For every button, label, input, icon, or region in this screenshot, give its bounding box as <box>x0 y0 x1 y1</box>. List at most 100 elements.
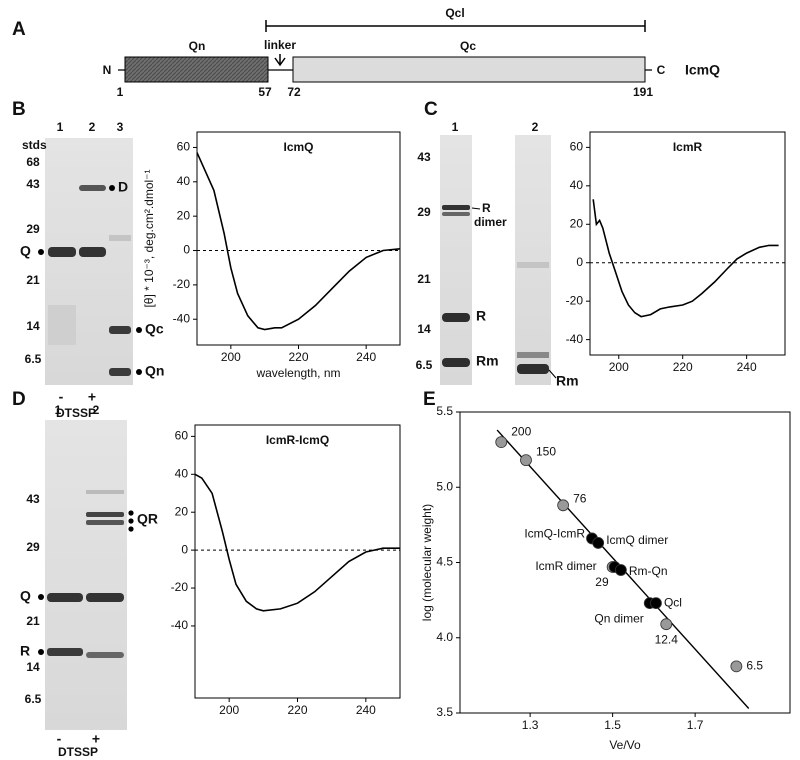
y-tick-label: -20 <box>566 293 584 307</box>
lane-label: 1 <box>452 120 459 134</box>
pointer <box>548 369 557 379</box>
size-marker: 6.5 <box>416 358 433 372</box>
point-label: IcmQ dimer <box>606 533 668 547</box>
pointer <box>471 207 481 210</box>
dot <box>38 649 44 655</box>
y-tick-label: 0 <box>183 243 190 257</box>
smear <box>48 305 76 345</box>
band <box>442 358 470 367</box>
band <box>517 352 549 358</box>
panel-letter: E <box>423 389 436 410</box>
domain-label: Qc <box>460 39 476 53</box>
band <box>47 593 83 602</box>
chart-title: IcmR <box>673 140 703 154</box>
point <box>614 564 627 576</box>
size-marker: 6.5 <box>25 352 42 366</box>
band <box>79 185 106 191</box>
gel <box>45 138 133 385</box>
y-tick-label: 20 <box>175 504 189 518</box>
size-marker: 43 <box>26 177 40 191</box>
smear <box>517 262 549 268</box>
x-axis-label: wavelength, nm <box>255 366 340 380</box>
sign: - <box>57 731 62 747</box>
dot <box>128 526 134 532</box>
point <box>730 660 743 673</box>
sign: + <box>92 731 100 747</box>
lane-label: 1 <box>55 403 62 417</box>
size-marker: 21 <box>26 614 40 628</box>
size-marker: 14 <box>26 319 40 333</box>
linker-label: linker <box>264 38 296 52</box>
y-tick-label: -40 <box>173 311 191 325</box>
point-label: 150 <box>536 444 556 458</box>
band-label: dimer <box>474 215 507 229</box>
size-marker: 29 <box>26 222 40 236</box>
band-label: Q <box>20 588 31 604</box>
gel <box>440 135 472 385</box>
y-tick-label: 0 <box>181 542 188 556</box>
reagent: DTSSP <box>56 406 96 420</box>
sign: - <box>59 389 64 405</box>
size-marker: 68 <box>26 155 40 169</box>
size-marker: 21 <box>26 273 40 287</box>
y-tick-label: 60 <box>570 140 584 154</box>
x-tick-label: 200 <box>221 350 241 364</box>
size-marker: 14 <box>26 660 40 674</box>
x-tick-label: 200 <box>609 360 629 374</box>
point <box>557 499 570 512</box>
x-axis-label: Ve/Vo <box>609 738 641 752</box>
plot-frame <box>589 131 786 356</box>
y-tick-label: 20 <box>177 208 191 222</box>
size-marker: 43 <box>417 150 431 164</box>
band <box>109 368 131 376</box>
y-tick-label: -40 <box>171 618 189 632</box>
band <box>442 205 470 210</box>
band <box>442 313 470 322</box>
band <box>86 512 124 517</box>
band-label: R <box>482 201 491 215</box>
residue: 1 <box>117 85 124 99</box>
point-label: IcmR dimer <box>535 559 596 573</box>
panel-letter: A <box>12 19 26 40</box>
band-label: Rm <box>476 353 499 369</box>
y-axis-label: [θ] * 10⁻³, deg.cm².dmol⁻¹ <box>142 169 156 307</box>
dot <box>136 327 142 333</box>
size-marker: 43 <box>26 492 40 506</box>
dot <box>38 594 44 600</box>
band-label: D <box>118 179 128 195</box>
dot <box>38 249 44 255</box>
band <box>86 593 124 602</box>
point <box>520 454 532 467</box>
terminus: C <box>657 63 666 77</box>
x-tick-label: 240 <box>356 703 376 717</box>
y-tick-label: 40 <box>175 466 189 480</box>
x-tick-label: 240 <box>737 360 757 374</box>
point <box>650 597 662 610</box>
plot-frame <box>196 131 401 346</box>
y-tick-label: 0 <box>576 255 583 269</box>
lane-label: 3 <box>117 120 124 134</box>
x-tick-label: 220 <box>287 703 307 717</box>
chart-title: IcmQ <box>283 140 313 154</box>
y-tick-label: 5.0 <box>436 479 453 493</box>
band <box>86 520 124 525</box>
y-tick-label: -40 <box>566 332 584 346</box>
y-tick-label: 20 <box>570 216 584 230</box>
point-label: 12.4 <box>655 632 679 646</box>
y-axis-label: log (molecular weight) <box>420 504 434 621</box>
stds-label: stds <box>22 138 47 152</box>
point-label: 76 <box>573 491 587 505</box>
band-label: Q <box>20 243 31 259</box>
band <box>442 212 470 216</box>
y-tick-label: 60 <box>177 140 191 154</box>
band-label: R <box>476 308 486 324</box>
reagent: DTSSP <box>58 745 98 759</box>
point-label: 29 <box>595 575 609 589</box>
x-tick-label: 240 <box>356 350 376 364</box>
band-label: QR <box>137 511 158 527</box>
point-label: 200 <box>511 424 531 438</box>
band-label: Rm <box>556 373 579 389</box>
smear <box>109 235 131 241</box>
domain-qc <box>292 56 646 83</box>
